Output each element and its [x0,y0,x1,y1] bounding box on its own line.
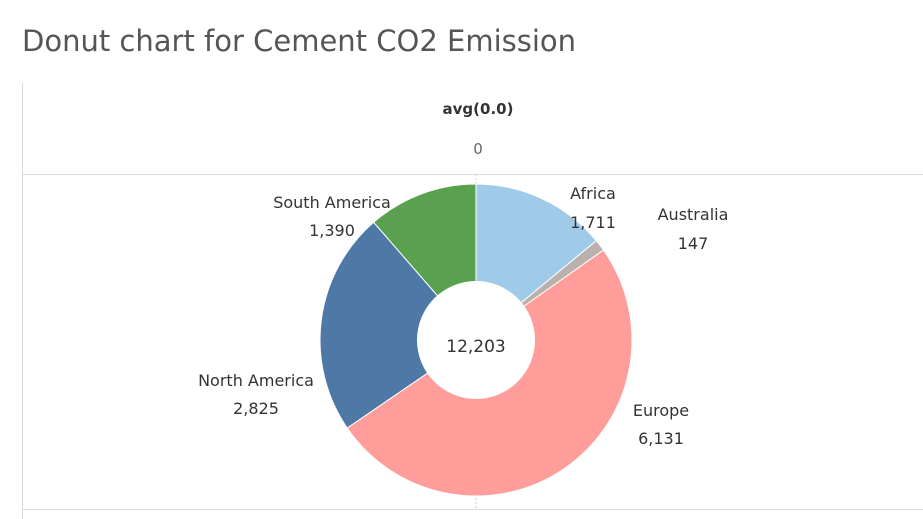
slice-name-africa: Africa [570,184,616,203]
label-australia: Australia 147 [658,205,729,253]
slice-value-north-america: 2,825 [233,399,279,418]
slice-value-australia: 147 [678,234,709,253]
total-label: 12,203 [446,337,505,357]
label-north-america: North America 2,825 [198,371,314,418]
left-pane-border [22,83,23,519]
label-europe: Europe 6,131 [633,401,689,448]
slice-name-australia: Australia [658,205,729,224]
label-south-america: South America 1,390 [273,193,391,240]
slice-value-south-america: 1,390 [309,221,355,240]
label-africa: Africa 1,711 [570,184,616,232]
slice-north-america[interactable] [319,221,477,429]
slice-name-europe: Europe [633,401,689,420]
slice-name-south-america: South America [273,193,391,212]
column-header-value: 0 [473,140,483,158]
slice-value-africa: 1,711 [570,213,616,232]
column-header-field: avg(0.0) [442,100,514,118]
slice-name-north-america: North America [198,371,314,390]
chart-title: Donut chart for Cement CO2 Emission [22,24,577,58]
header-divider [22,174,923,175]
bottom-divider [22,509,923,510]
donut-hole [417,281,535,399]
slice-value-europe: 6,131 [638,429,684,448]
